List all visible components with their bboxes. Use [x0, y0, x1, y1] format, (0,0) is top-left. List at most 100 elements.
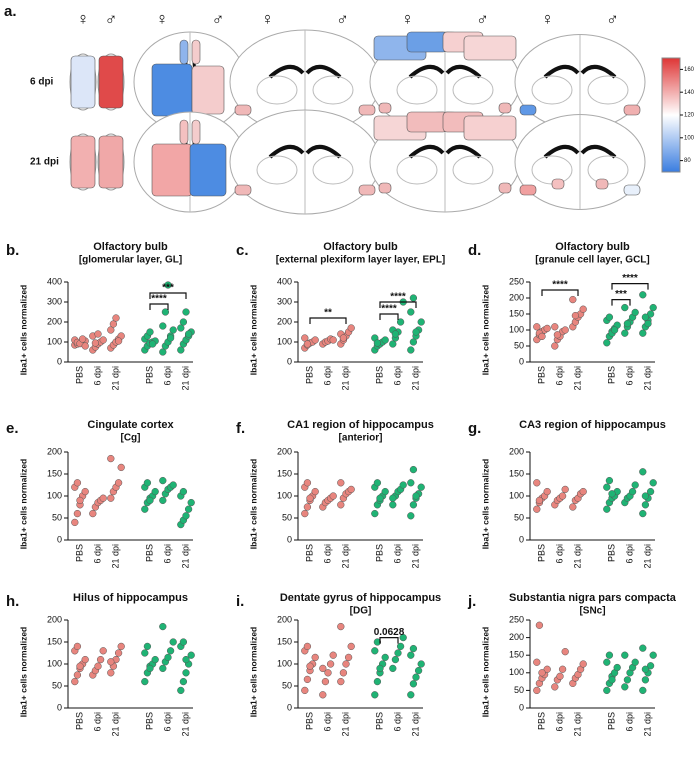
data-point: [613, 663, 621, 672]
y-tick-label: 100: [277, 658, 292, 668]
data-point: [146, 328, 154, 336]
x-tick-label: 21 dpi: [180, 366, 190, 391]
significance-label: ***: [615, 289, 627, 300]
x-tick-label: 6 dpi: [92, 366, 102, 386]
data-point: [646, 487, 655, 496]
chart-title: [external plexiform layer layer, EPL]: [276, 255, 446, 266]
data-point: [631, 308, 639, 317]
data-point: [373, 339, 382, 347]
sex-symbol: ♂: [336, 9, 349, 28]
data-point: [649, 303, 657, 312]
data-point: [81, 342, 89, 350]
data-point: [73, 671, 82, 679]
x-tick-label: PBS: [74, 712, 84, 730]
x-tick-label: PBS: [606, 366, 616, 384]
data-point: [306, 494, 314, 502]
chart-title: [SNc]: [579, 606, 605, 617]
x-tick-label: 21 dpi: [340, 366, 350, 391]
data-point: [324, 669, 332, 677]
data-point: [91, 339, 100, 347]
data-point: [339, 669, 348, 677]
data-point: [112, 314, 120, 322]
y-tick-label: 100: [509, 490, 524, 500]
data-point: [166, 647, 175, 655]
x-tick-label: 21 dpi: [110, 544, 120, 569]
data-point: [551, 323, 559, 331]
data-point: [184, 330, 193, 338]
y-tick-label: 100: [47, 336, 62, 346]
x-tick-label: PBS: [374, 712, 384, 730]
chart-title: [anterior]: [339, 433, 383, 444]
data-point: [543, 487, 551, 496]
data-point: [623, 319, 632, 328]
region: [463, 115, 517, 141]
sex-symbol: ♂: [212, 9, 225, 28]
data-point: [99, 647, 107, 655]
significance-label: ****: [622, 273, 638, 284]
data-point: [538, 332, 546, 341]
data-point: [303, 675, 312, 684]
data-point: [337, 622, 345, 631]
data-point: [151, 655, 159, 664]
region: [623, 104, 641, 116]
data-point: [179, 487, 188, 496]
data-point: [114, 649, 123, 657]
data-point: [407, 346, 415, 354]
y-tick-label: 50: [282, 680, 292, 690]
data-point: [143, 479, 152, 487]
data-point: [407, 308, 415, 316]
sex-symbol: ♀: [156, 9, 169, 28]
region: [519, 184, 537, 196]
data-point: [561, 648, 569, 656]
data-point: [337, 677, 345, 686]
significance-bracket: [611, 283, 649, 290]
data-point: [107, 326, 115, 334]
y-tick-label: 150: [509, 308, 524, 318]
data-point: [337, 479, 345, 487]
sex-symbol: ♂: [476, 9, 489, 28]
data-point: [605, 651, 614, 659]
data-point: [347, 642, 355, 651]
y-tick-label: 150: [509, 650, 524, 660]
region: [498, 102, 512, 114]
data-point: [409, 644, 418, 653]
data-point: [417, 483, 425, 491]
ventricle: [543, 145, 617, 159]
sex-symbol: ♂: [105, 9, 118, 28]
region: [179, 119, 189, 145]
data-point: [107, 454, 115, 463]
significance-label: ****: [552, 280, 568, 291]
data-point: [396, 642, 405, 651]
region: [463, 35, 517, 61]
data-point: [649, 651, 657, 659]
region: [378, 182, 392, 194]
data-point: [141, 677, 149, 686]
data-point: [639, 509, 647, 518]
data-point: [311, 487, 319, 496]
data-point: [551, 683, 559, 691]
data-point: [646, 310, 655, 318]
data-point: [159, 322, 167, 330]
y-tick-label: 200: [47, 316, 62, 326]
x-tick-label: 6 dpi: [392, 544, 402, 564]
data-point: [553, 331, 562, 339]
y-tick-label: 0: [287, 702, 292, 712]
data-point: [182, 655, 190, 664]
data-point: [159, 664, 167, 673]
significance-label: 0.0628: [374, 627, 405, 638]
x-tick-label: 6 dpi: [392, 366, 402, 386]
y-tick-label: 0: [519, 534, 524, 544]
data-point: [141, 649, 149, 657]
data-point: [409, 680, 418, 688]
chart-title: Olfactory bulb: [555, 241, 630, 253]
data-point: [159, 476, 167, 485]
data-point: [169, 326, 177, 334]
data-point: [639, 686, 647, 695]
y-tick-label: 50: [52, 512, 62, 522]
region: [191, 119, 201, 145]
y-tick-label: 200: [277, 316, 292, 326]
structure: [452, 155, 494, 185]
x-tick-label: 6 dpi: [92, 712, 102, 732]
region: [498, 182, 512, 194]
